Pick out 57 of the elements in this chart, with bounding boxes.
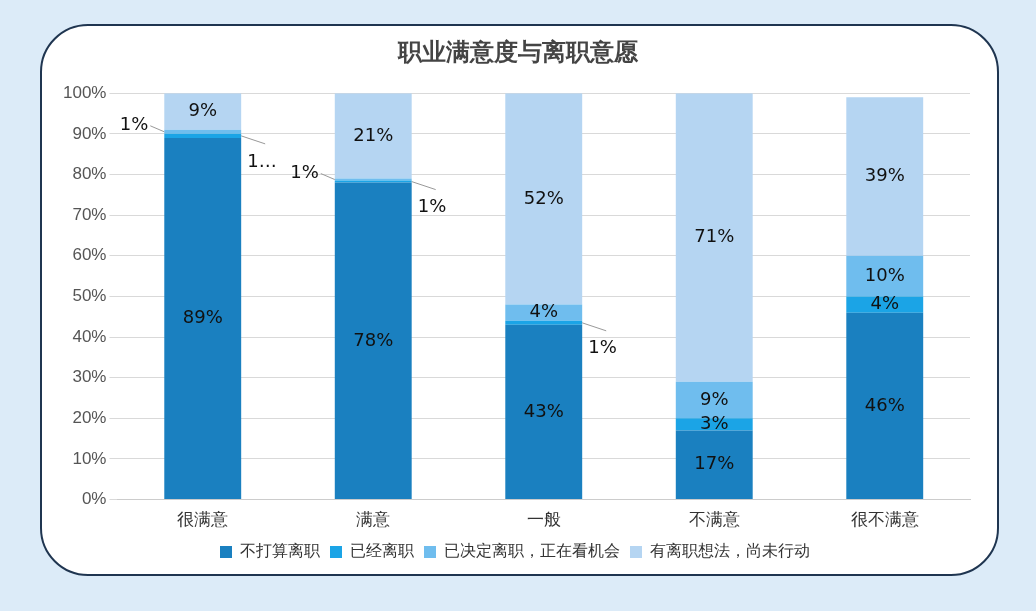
- y-tick-label: 90%: [72, 123, 107, 143]
- y-tick-label: 0%: [81, 489, 107, 509]
- data-label: 3%: [699, 412, 729, 434]
- y-tick-label: 50%: [72, 286, 107, 306]
- y-tick-label: 100%: [63, 82, 107, 102]
- bar: [334, 93, 412, 179]
- y-tick-label: 60%: [72, 245, 107, 265]
- bar: [675, 430, 753, 500]
- data-label: 10%: [864, 263, 905, 285]
- bar: [505, 320, 583, 325]
- bar: [846, 255, 924, 297]
- x-tick-label: 很满意: [177, 510, 229, 530]
- bar: [164, 129, 242, 134]
- y-tick-label: 80%: [72, 164, 107, 184]
- data-label: 4%: [870, 292, 900, 314]
- bar: [505, 93, 583, 305]
- bar: [846, 312, 924, 500]
- legend-label: 已决定离职，正在看机会: [444, 542, 620, 560]
- data-label: 1%: [119, 113, 149, 135]
- data-label: 21%: [353, 123, 394, 145]
- bar: [846, 296, 924, 313]
- data-label: 71%: [694, 225, 735, 247]
- data-label: 78%: [353, 328, 394, 350]
- bar: [164, 133, 242, 138]
- bar: [846, 97, 924, 256]
- data-label: 89%: [182, 306, 223, 328]
- bar: [164, 137, 242, 500]
- y-tick-label: 20%: [72, 408, 107, 428]
- y-tick-label: 10%: [72, 448, 107, 468]
- bar: [675, 418, 753, 431]
- data-label: 1…: [247, 149, 277, 171]
- data-label: 9%: [699, 387, 729, 409]
- chart-title: 职业满意度与离职意愿: [396, 37, 639, 68]
- bar: [164, 93, 242, 130]
- x-tick-label: 一般: [526, 510, 561, 530]
- data-label: 39%: [864, 164, 905, 186]
- data-label: 1%: [417, 195, 447, 217]
- legend-label: 已经离职: [350, 542, 414, 560]
- bar: [505, 324, 583, 500]
- data-label: 52%: [523, 186, 564, 208]
- data-label: 43%: [523, 399, 564, 421]
- data-label: 17%: [694, 452, 735, 474]
- data-label: 46%: [864, 393, 905, 415]
- bar: [675, 93, 753, 382]
- data-label: 4%: [529, 300, 559, 322]
- x-tick-label: 很不满意: [850, 510, 919, 530]
- data-label: 1%: [290, 161, 319, 183]
- data-label: 9%: [188, 99, 218, 121]
- y-tick-label: 30%: [72, 367, 107, 387]
- x-tick-label: 不满意: [688, 510, 740, 530]
- legend-label: 有离职想法，尚未行动: [650, 542, 810, 560]
- data-label: 1%: [588, 336, 617, 358]
- bar: [334, 182, 412, 500]
- legend-label: 不打算离职: [240, 542, 320, 560]
- x-tick-label: 满意: [356, 510, 391, 530]
- y-tick-label: 40%: [72, 326, 107, 346]
- y-tick-label: 70%: [72, 204, 107, 224]
